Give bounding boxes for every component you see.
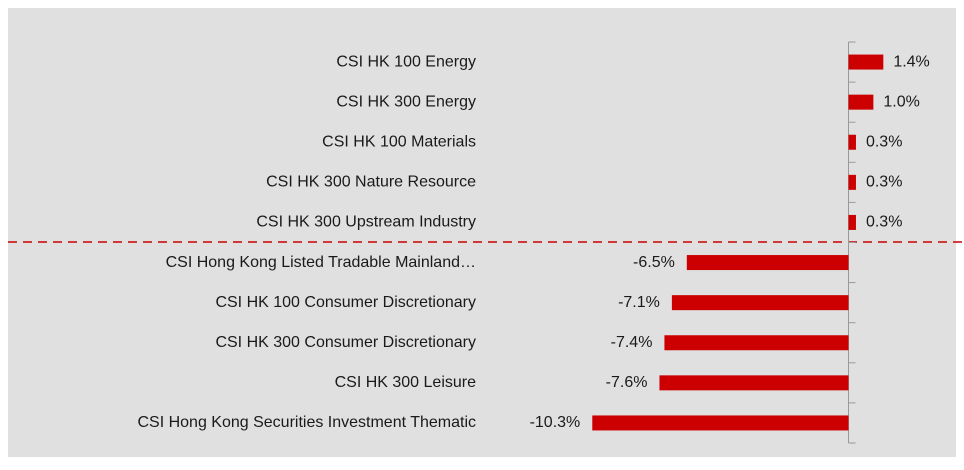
category-label: CSI HK 300 Nature Resource <box>266 174 476 191</box>
value-label: -10.3% <box>530 414 581 431</box>
category-label: CSI HK 300 Upstream Industry <box>256 214 476 231</box>
bar <box>659 375 849 391</box>
bar <box>592 415 849 431</box>
category-label: CSI Hong Kong Listed Tradable Mainland… <box>166 254 476 271</box>
value-label: 0.3% <box>866 214 902 231</box>
category-label: CSI HK 100 Materials <box>322 133 476 150</box>
bar <box>848 214 856 230</box>
value-label: -7.1% <box>618 294 660 311</box>
category-label: CSI HK 300 Energy <box>336 93 476 110</box>
bar <box>686 255 849 271</box>
bar <box>848 134 856 150</box>
value-label: 1.4% <box>893 53 929 70</box>
bar <box>664 335 849 351</box>
value-label: 1.0% <box>883 93 919 110</box>
category-label: CSI HK 300 Leisure <box>335 374 477 391</box>
category-label: CSI Hong Kong Securities Investment Them… <box>137 414 476 431</box>
category-label: CSI HK 100 Energy <box>336 53 476 70</box>
value-label: -7.4% <box>611 334 653 351</box>
bar <box>671 295 849 311</box>
bar <box>848 54 884 70</box>
value-label: -7.6% <box>606 374 648 391</box>
bar <box>848 174 856 190</box>
value-label: 0.3% <box>866 174 902 191</box>
value-label: -6.5% <box>633 254 675 271</box>
category-label: CSI HK 100 Consumer Discretionary <box>215 294 476 311</box>
value-label: 0.3% <box>866 133 902 150</box>
bar <box>848 94 874 110</box>
category-label: CSI HK 300 Consumer Discretionary <box>215 334 476 351</box>
